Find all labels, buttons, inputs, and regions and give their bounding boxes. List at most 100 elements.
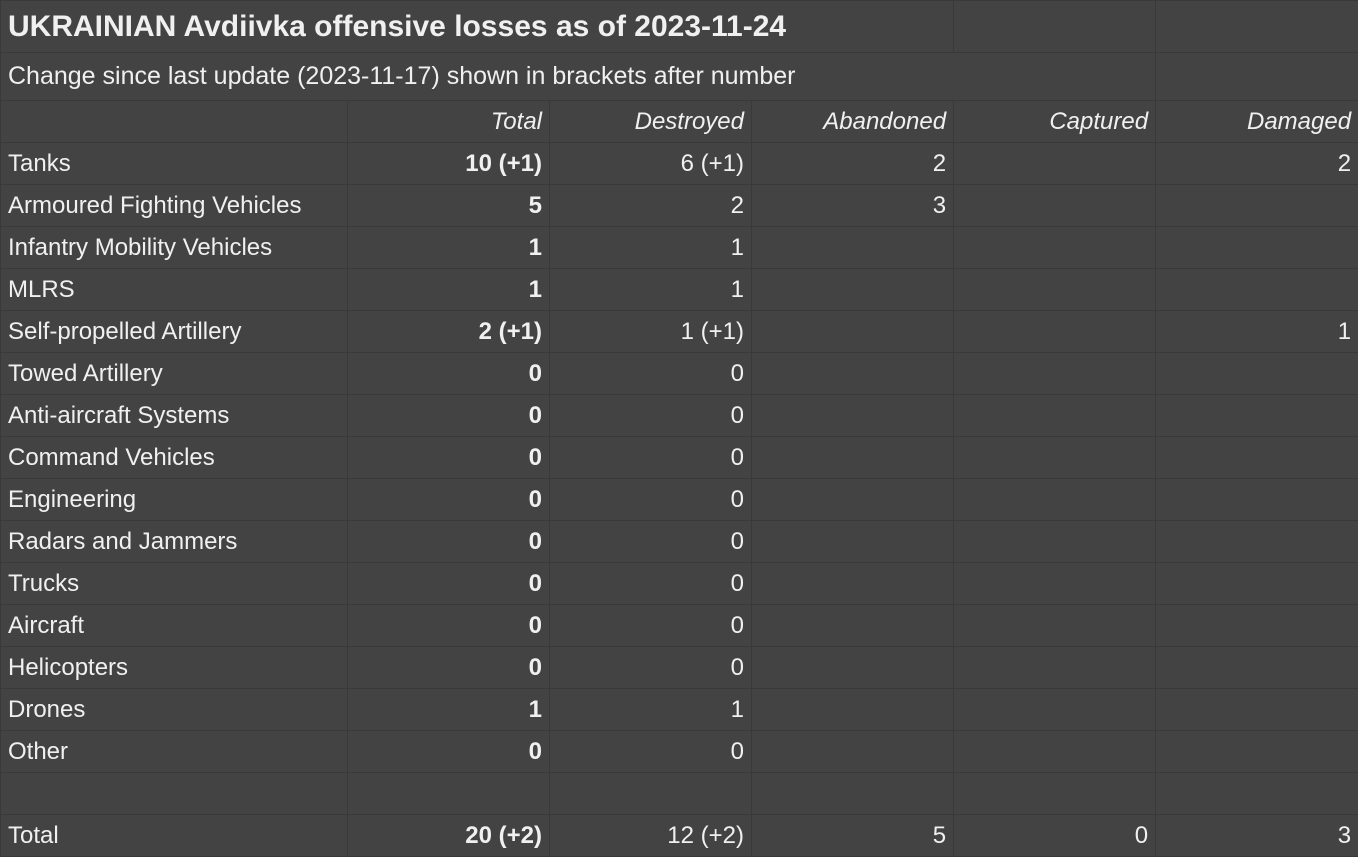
- row-label[interactable]: Other: [1, 731, 348, 773]
- cell-captured[interactable]: [954, 185, 1156, 227]
- cell-abandoned[interactable]: [752, 311, 954, 353]
- cell-total[interactable]: 0: [348, 437, 550, 479]
- row-label[interactable]: MLRS: [1, 269, 348, 311]
- cell-total[interactable]: 0: [348, 479, 550, 521]
- cell-captured[interactable]: [954, 521, 1156, 563]
- cell-captured[interactable]: [954, 311, 1156, 353]
- cell-abandoned[interactable]: [752, 563, 954, 605]
- cell-destroyed[interactable]: 0: [550, 479, 752, 521]
- cell-destroyed[interactable]: 12 (+2): [550, 815, 752, 857]
- cell-destroyed[interactable]: 0: [550, 521, 752, 563]
- empty-cell[interactable]: [1, 101, 348, 143]
- cell-captured[interactable]: [954, 689, 1156, 731]
- cell-abandoned[interactable]: [752, 227, 954, 269]
- header-total[interactable]: Total: [348, 101, 550, 143]
- cell-destroyed[interactable]: 0: [550, 395, 752, 437]
- cell-captured[interactable]: [954, 731, 1156, 773]
- cell-destroyed[interactable]: 2: [550, 185, 752, 227]
- cell-abandoned[interactable]: 2: [752, 143, 954, 185]
- cell-abandoned[interactable]: [752, 353, 954, 395]
- cell-destroyed[interactable]: 0: [550, 605, 752, 647]
- cell-captured[interactable]: [954, 353, 1156, 395]
- row-label[interactable]: Trucks: [1, 563, 348, 605]
- cell-damaged[interactable]: [1156, 731, 1358, 773]
- row-label[interactable]: Drones: [1, 689, 348, 731]
- table-subtitle[interactable]: Change since last update (2023-11-17) sh…: [1, 53, 1156, 101]
- cell-captured[interactable]: [954, 605, 1156, 647]
- row-label[interactable]: Engineering: [1, 479, 348, 521]
- empty-cell[interactable]: [954, 1, 1156, 53]
- empty-cell[interactable]: [1156, 53, 1358, 101]
- cell-total[interactable]: 5: [348, 185, 550, 227]
- cell-destroyed[interactable]: 1: [550, 227, 752, 269]
- empty-cell[interactable]: [348, 773, 550, 815]
- cell-abandoned[interactable]: [752, 689, 954, 731]
- cell-total[interactable]: 1: [348, 689, 550, 731]
- cell-total[interactable]: 0: [348, 563, 550, 605]
- cell-captured[interactable]: [954, 479, 1156, 521]
- cell-captured[interactable]: [954, 143, 1156, 185]
- cell-damaged[interactable]: [1156, 395, 1358, 437]
- cell-total[interactable]: 0: [348, 521, 550, 563]
- cell-abandoned[interactable]: [752, 605, 954, 647]
- cell-total[interactable]: 0: [348, 395, 550, 437]
- cell-abandoned[interactable]: [752, 479, 954, 521]
- cell-abandoned[interactable]: [752, 731, 954, 773]
- cell-destroyed[interactable]: 0: [550, 437, 752, 479]
- row-label[interactable]: Tanks: [1, 143, 348, 185]
- row-label[interactable]: Self-propelled Artillery: [1, 311, 348, 353]
- cell-abandoned[interactable]: [752, 647, 954, 689]
- cell-abandoned[interactable]: 5: [752, 815, 954, 857]
- cell-damaged[interactable]: [1156, 353, 1358, 395]
- cell-destroyed[interactable]: 1: [550, 689, 752, 731]
- cell-damaged[interactable]: [1156, 437, 1358, 479]
- row-label[interactable]: Command Vehicles: [1, 437, 348, 479]
- cell-abandoned[interactable]: [752, 395, 954, 437]
- header-damaged[interactable]: Damaged: [1156, 101, 1358, 143]
- cell-total[interactable]: 1: [348, 227, 550, 269]
- cell-damaged[interactable]: [1156, 185, 1358, 227]
- cell-abandoned[interactable]: 3: [752, 185, 954, 227]
- cell-damaged[interactable]: [1156, 605, 1358, 647]
- cell-destroyed[interactable]: 0: [550, 647, 752, 689]
- cell-damaged[interactable]: [1156, 227, 1358, 269]
- cell-captured[interactable]: [954, 227, 1156, 269]
- cell-damaged[interactable]: [1156, 269, 1358, 311]
- cell-damaged[interactable]: 1: [1156, 311, 1358, 353]
- cell-total[interactable]: 0: [348, 353, 550, 395]
- row-label[interactable]: Radars and Jammers: [1, 521, 348, 563]
- cell-total[interactable]: 0: [348, 605, 550, 647]
- cell-damaged[interactable]: 3: [1156, 815, 1358, 857]
- cell-total[interactable]: 2 (+1): [348, 311, 550, 353]
- empty-cell[interactable]: [550, 773, 752, 815]
- row-label[interactable]: Helicopters: [1, 647, 348, 689]
- row-label[interactable]: Infantry Mobility Vehicles: [1, 227, 348, 269]
- row-label[interactable]: Aircraft: [1, 605, 348, 647]
- cell-destroyed[interactable]: 6 (+1): [550, 143, 752, 185]
- cell-total[interactable]: 0: [348, 731, 550, 773]
- cell-abandoned[interactable]: [752, 521, 954, 563]
- row-label[interactable]: Towed Artillery: [1, 353, 348, 395]
- table-title[interactable]: UKRAINIAN Avdiivka offensive losses as o…: [1, 1, 954, 53]
- cell-captured[interactable]: [954, 647, 1156, 689]
- row-label[interactable]: Anti-aircraft Systems: [1, 395, 348, 437]
- header-abandoned[interactable]: Abandoned: [752, 101, 954, 143]
- cell-abandoned[interactable]: [752, 437, 954, 479]
- cell-destroyed[interactable]: 1: [550, 269, 752, 311]
- cell-damaged[interactable]: [1156, 563, 1358, 605]
- cell-destroyed[interactable]: 0: [550, 353, 752, 395]
- cell-captured[interactable]: 0: [954, 815, 1156, 857]
- row-label[interactable]: Armoured Fighting Vehicles: [1, 185, 348, 227]
- empty-cell[interactable]: [1156, 1, 1358, 53]
- cell-captured[interactable]: [954, 395, 1156, 437]
- empty-cell[interactable]: [954, 773, 1156, 815]
- cell-abandoned[interactable]: [752, 269, 954, 311]
- header-destroyed[interactable]: Destroyed: [550, 101, 752, 143]
- cell-captured[interactable]: [954, 437, 1156, 479]
- cell-damaged[interactable]: [1156, 647, 1358, 689]
- row-label[interactable]: Total: [1, 815, 348, 857]
- cell-captured[interactable]: [954, 269, 1156, 311]
- cell-destroyed[interactable]: 0: [550, 731, 752, 773]
- cell-destroyed[interactable]: 0: [550, 563, 752, 605]
- cell-damaged[interactable]: [1156, 689, 1358, 731]
